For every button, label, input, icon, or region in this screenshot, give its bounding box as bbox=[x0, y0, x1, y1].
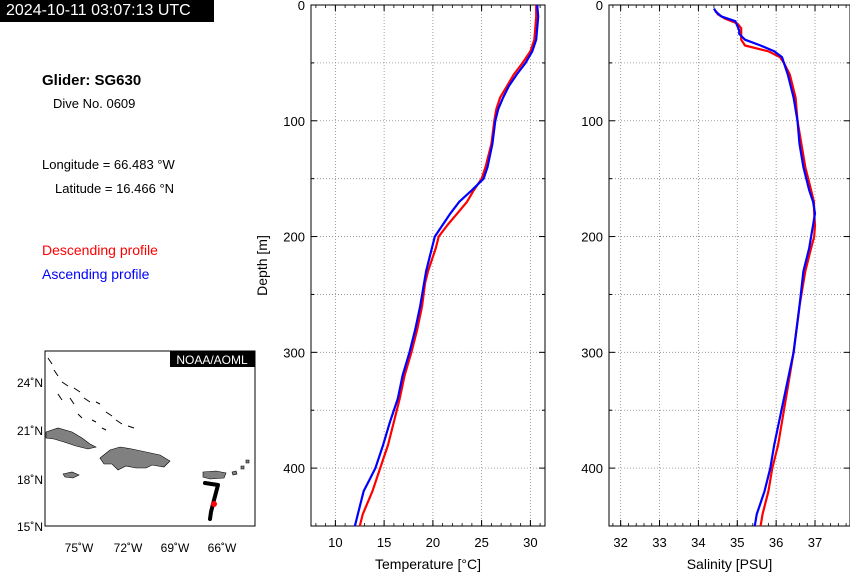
x-tick-label: 10 bbox=[328, 535, 342, 550]
map-lat-label: 15˚N bbox=[17, 520, 43, 534]
map-lat-labels: 24˚N 21˚N 18˚N 15˚N bbox=[17, 376, 43, 534]
legend-descending: Descending profile bbox=[42, 242, 158, 258]
y-tick-label: 200 bbox=[283, 230, 305, 245]
x-tick-label: 32 bbox=[613, 535, 627, 550]
map-lat-label: 18˚N bbox=[17, 473, 43, 487]
salinity-profile-chart: 32 33 34 35 36 37 0 100 200 300 400 Salinity [PSU] bbox=[581, 0, 850, 572]
glider-position-marker bbox=[211, 501, 217, 507]
land-lesser-antilles bbox=[231, 459, 250, 476]
map-lon-label: 75˚W bbox=[65, 541, 94, 555]
y-tick-label: 100 bbox=[283, 114, 305, 129]
map-landmasses bbox=[45, 357, 250, 480]
legend-ascending: Ascending profile bbox=[42, 266, 150, 282]
map-lon-labels: 75˚W 72˚W 69˚W 66˚W bbox=[65, 541, 237, 555]
plot-frame bbox=[310, 4, 546, 527]
y-tick-label: 300 bbox=[283, 345, 305, 360]
land-puerto-rico bbox=[202, 470, 227, 480]
x-tick-label: 25 bbox=[474, 535, 488, 550]
land-cuba bbox=[45, 427, 97, 450]
x-tick-label: 37 bbox=[808, 535, 822, 550]
y-tick-label: 400 bbox=[581, 461, 603, 476]
x-tick-label: 36 bbox=[769, 535, 783, 550]
y-tick-label: 200 bbox=[581, 230, 603, 245]
map-lon-label: 69˚W bbox=[161, 541, 190, 555]
x-tick-label: 35 bbox=[730, 535, 744, 550]
x-tick-label: 34 bbox=[691, 535, 705, 550]
y-tick-label: 0 bbox=[596, 0, 603, 13]
y-tick-label: 300 bbox=[581, 345, 603, 360]
glider-track bbox=[203, 481, 220, 521]
land-jamaica bbox=[62, 471, 80, 479]
x-axis-label: Temperature [°C] bbox=[375, 556, 481, 572]
x-tick-label: 15 bbox=[377, 535, 391, 550]
y-axis-label: Depth [m] bbox=[254, 235, 270, 296]
descending-profile-line bbox=[714, 10, 817, 527]
y-tick-label: 0 bbox=[298, 0, 305, 13]
ascending-profile-line bbox=[353, 4, 540, 527]
map-credit-box bbox=[170, 351, 255, 367]
timestamp-banner: 2024-10-11 03:07:13 UTC bbox=[0, 0, 214, 22]
locator-map: NOAA/AOML 24˚N 21˚N 18˚N 15˚N 75˚W 72˚W … bbox=[17, 350, 256, 555]
map-credit: NOAA/AOML bbox=[176, 353, 248, 367]
ascending-profile-line bbox=[713, 7, 817, 527]
plot-frame bbox=[608, 4, 850, 527]
map-lon-label: 72˚W bbox=[114, 541, 143, 555]
y-tick-label: 400 bbox=[283, 461, 305, 476]
land-bahamas bbox=[47, 357, 135, 431]
map-lat-label: 21˚N bbox=[17, 424, 43, 438]
x-axis-label: Salinity [PSU] bbox=[687, 556, 773, 572]
y-tick-label: 100 bbox=[581, 114, 603, 129]
glider-title: Glider: SG630 bbox=[42, 72, 142, 89]
x-tick-label: 30 bbox=[523, 535, 537, 550]
x-tick-label: 33 bbox=[652, 535, 666, 550]
land-hispaniola bbox=[99, 446, 171, 471]
map-lon-label: 66˚W bbox=[208, 541, 237, 555]
dive-number: Dive No. 0609 bbox=[53, 96, 136, 111]
descending-profile-line bbox=[358, 5, 538, 527]
latitude-readout: Latitude = 16.466 °N bbox=[55, 181, 175, 196]
longitude-readout: Longitude = 66.483 °W bbox=[42, 157, 175, 172]
x-tick-label: 20 bbox=[426, 535, 440, 550]
map-lat-label: 24˚N bbox=[17, 376, 43, 390]
